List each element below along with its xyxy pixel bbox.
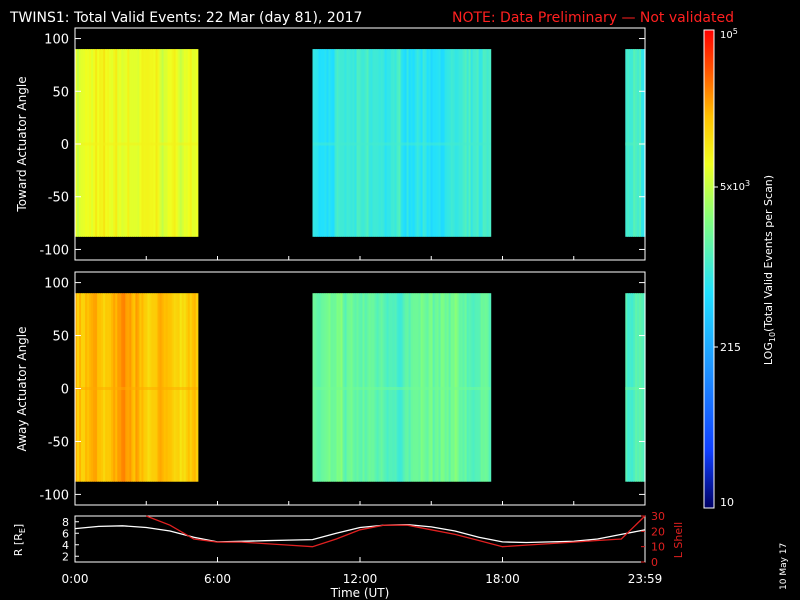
away-heatmap [75,293,646,482]
orbit-lines [74,515,646,548]
left-y-tick-label: 8 [62,516,69,529]
y-tick-label: 50 [52,330,69,345]
x-tick-label: 12:00 [343,572,378,586]
radial-distance-line [74,523,646,544]
right-y-tick-label: 30 [651,510,665,523]
zero-angle-band [312,387,491,390]
date-stamp: 10 May 17 [779,543,789,590]
toward-heatmap [75,49,646,237]
toward-ylabel: Toward Actuator Angle [15,76,29,212]
toward-y-axis: 100 50 0 -50 -100 [39,33,645,260]
zero-angle-band [312,142,491,146]
away-panel: 100 50 0 -50 -100 Away Actuator Angle [15,271,646,506]
x-tick-label: 18:00 [485,572,520,586]
y-tick-label: 0 [61,138,69,153]
zero-angle-band [75,387,198,390]
zero-angle-band [625,142,645,146]
colorbar-gradient [703,29,715,509]
left-y-tick-label: 2 [62,550,69,563]
x-tick-label: 0:00 [62,572,89,586]
orbit-frame [74,515,646,563]
orbit-right-ylabel: L Shell [672,522,685,558]
away-y-axis: 100 50 0 -50 -100 [39,277,645,505]
time-axis-label: Time (UT) [330,586,390,600]
colorbar-tick-5k: 5x103 [720,179,750,193]
l-shell-line [146,515,646,548]
right-y-tick-label: 20 [651,525,665,538]
x-tick-label: 6:00 [204,572,231,586]
colorbar: 105 5x103 215 10 LOG10(Total Valid Event… [703,27,777,509]
y-tick-label: -50 [48,435,69,450]
left-y-tick-label: 6 [62,527,69,540]
right-y-tick-label: 0 [651,556,658,569]
colorbar-label: LOG10(Total Valid Events per Scan) [762,175,777,365]
y-tick-label: 100 [44,277,69,292]
zero-angle-band [75,142,198,146]
colorbar-tick-top: 105 [720,27,738,41]
away-ylabel: Away Actuator Angle [15,326,29,451]
zero-angle-band [625,387,645,390]
preliminary-note: NOTE: Data Preliminary — Not validated [452,10,734,26]
right-y-tick-label: 10 [651,541,665,554]
figure-title: TWINS1: Total Valid Events: 22 Mar (day … [9,10,362,26]
toward-panel: 100 50 0 -50 -100 Toward Actuator Angle [15,27,646,261]
colorbar-tick-215: 215 [720,341,741,354]
y-tick-label: -50 [48,191,69,206]
y-tick-label: -100 [39,243,69,258]
left-y-tick-label: 4 [62,539,69,552]
y-tick-label: 0 [61,383,69,398]
y-tick-label: 100 [44,33,69,48]
colorbar-tick-10: 10 [720,496,734,509]
x-tick-label: 23:59 [628,572,663,586]
orbit-left-ylabel: R [RE] [12,524,27,556]
y-tick-label: -100 [39,488,69,503]
y-tick-label: 50 [52,85,69,100]
